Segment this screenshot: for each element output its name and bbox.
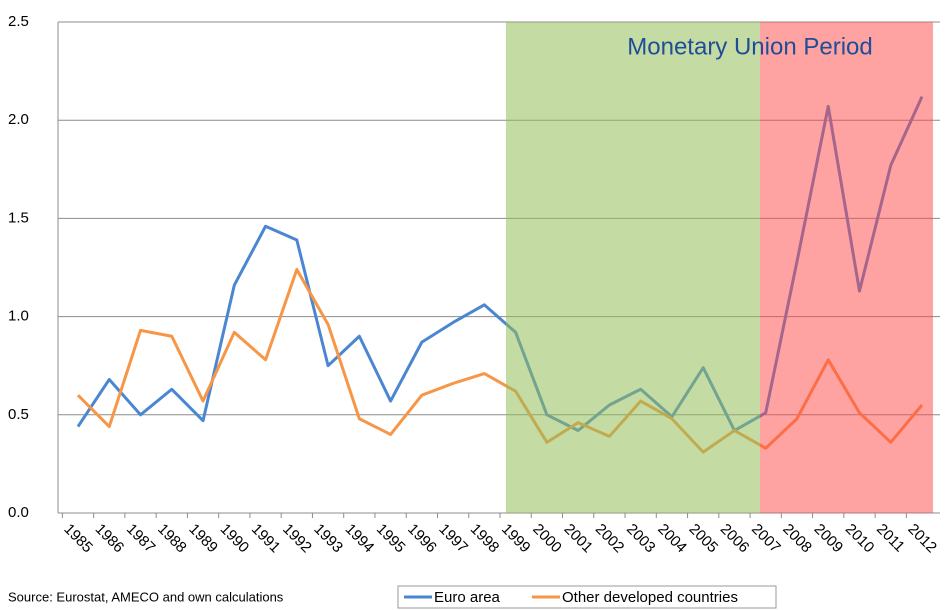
x-tick-label: 2008 xyxy=(779,521,815,557)
x-tick-label: 1998 xyxy=(467,521,503,557)
legend-label: Other developed countries xyxy=(562,589,738,606)
crisis-period-shade xyxy=(760,22,933,513)
x-tick-label: 2009 xyxy=(811,521,847,557)
x-tick-label: 2004 xyxy=(654,521,690,557)
y-tick-label: 2.5 xyxy=(8,13,29,30)
x-tick-label: 2010 xyxy=(842,521,878,557)
x-tick-label: 1988 xyxy=(154,521,190,557)
x-tick-label: 1990 xyxy=(217,521,253,557)
x-tick-label: 2006 xyxy=(717,521,753,557)
x-tick-label: 2012 xyxy=(904,521,940,557)
x-tick-label: 2001 xyxy=(561,521,597,557)
x-tick-label: 1999 xyxy=(498,521,534,557)
union-period-shade xyxy=(506,22,760,513)
x-tick-label: 1995 xyxy=(373,521,409,557)
x-tick-label: 1993 xyxy=(310,521,346,557)
x-tick-label: 2002 xyxy=(592,521,628,557)
x-tick-label: 2007 xyxy=(748,521,784,557)
legend-label: Euro area xyxy=(434,589,501,606)
x-tick-label: 2000 xyxy=(529,521,565,557)
source-note: Source: Eurostat, AMECO and own calculat… xyxy=(8,589,284,604)
legend-box xyxy=(397,585,777,609)
x-tick-label: 1994 xyxy=(342,521,378,557)
x-tick-label: 1985 xyxy=(60,521,96,557)
x-tick-label: 2005 xyxy=(686,521,722,557)
annotation: Monetary Union Period xyxy=(627,33,872,60)
x-tick-label: 1992 xyxy=(279,521,315,557)
y-tick-label: 2.0 xyxy=(8,111,29,128)
y-tick-label: 0.5 xyxy=(8,406,29,423)
x-tick-label: 2003 xyxy=(623,521,659,557)
x-tick-label: 1986 xyxy=(92,521,128,557)
x-tick-label: 1997 xyxy=(435,521,471,557)
x-tick-label: 1991 xyxy=(248,521,284,557)
x-tick-label: 1996 xyxy=(404,521,440,557)
y-tick-label: 1.5 xyxy=(8,209,29,226)
y-tick-label: 0.0 xyxy=(8,504,29,521)
y-tick-label: 1.0 xyxy=(8,308,29,325)
x-tick-label: 1987 xyxy=(123,521,159,557)
x-tick-label: 2011 xyxy=(873,521,908,556)
x-tick-label: 1989 xyxy=(185,521,221,557)
